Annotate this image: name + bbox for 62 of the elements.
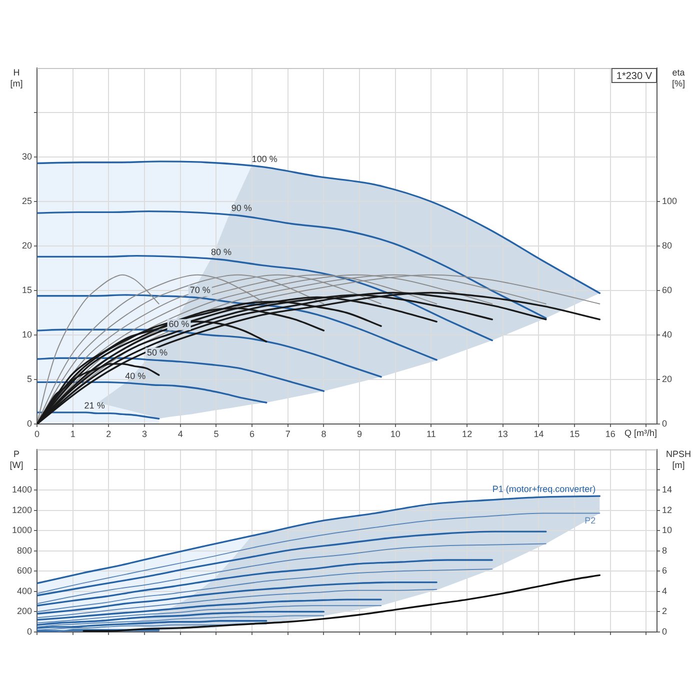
series-label: 60 % — [168, 319, 190, 330]
y-tick-label: 600 — [16, 566, 32, 576]
y2-tick-label: 2 — [662, 606, 668, 616]
x-tick-label: 16 — [605, 428, 616, 439]
y-tick-label: 20 — [22, 240, 32, 250]
y2-tick-label: 60 — [662, 284, 672, 295]
y-tick-label: 10 — [22, 329, 32, 340]
y2-tick-label: 20 — [662, 374, 672, 384]
y2-axis-title: eta [%] — [672, 67, 686, 88]
y-tick-label: 1000 — [12, 525, 32, 536]
y2-tick-label: 6 — [662, 566, 668, 576]
x-tick-label: 4 — [178, 428, 183, 439]
series-label: 40 % — [125, 370, 146, 381]
y-tick-label: 800 — [16, 545, 32, 556]
y-tick-label: 200 — [16, 606, 32, 616]
series-label: 100 % — [252, 154, 278, 164]
y2-tick-label: 40 — [662, 329, 672, 340]
x-tick-label: 9 — [357, 428, 362, 439]
series-label: 70 % — [190, 285, 210, 296]
y-tick-label: 25 — [22, 196, 32, 206]
y2-tick-label: 12 — [662, 504, 672, 515]
series-label: P2 — [584, 515, 596, 526]
x-tick-label: 8 — [321, 428, 326, 439]
x-tick-label: 10 — [390, 428, 400, 439]
y-axis-title: H [m] — [10, 67, 23, 88]
y2-tick-label: 0 — [662, 626, 668, 636]
y2-tick-label: 14 — [662, 484, 672, 494]
y-tick-label: 400 — [16, 586, 32, 596]
x-tick-label: 11 — [426, 428, 436, 439]
y-tick-label: 1200 — [12, 504, 32, 515]
y-axis-title: P [W] — [10, 448, 24, 470]
y2-axis-title: NPSH [m] — [666, 448, 692, 470]
y-tick-label: 5 — [26, 374, 32, 384]
y2-tick-label: 8 — [662, 545, 668, 556]
y-tick-label: 0 — [26, 418, 32, 428]
x-tick-label: 0 — [34, 428, 40, 439]
y2-tick-label: 10 — [662, 525, 672, 536]
x-tick-label: 14 — [534, 428, 544, 439]
x-axis-title: Q [m³/h] — [624, 428, 657, 438]
y-tick-label: 1400 — [12, 484, 32, 494]
y2-tick-label: 0 — [662, 418, 668, 428]
y-tick-label: 15 — [22, 284, 32, 295]
series-label: P1 (motor+freq.converter) — [492, 484, 596, 494]
series-label: 50 % — [146, 348, 168, 358]
series-label: 80 % — [210, 246, 232, 257]
x-tick-label: 13 — [498, 428, 508, 439]
y2-tick-label: 100 — [662, 196, 678, 206]
y-tick-label: 0 — [26, 626, 32, 636]
series-label: 21 % — [84, 400, 105, 410]
y2-tick-label: 4 — [662, 586, 668, 596]
y2-tick-label: 80 — [662, 240, 672, 250]
x-tick-label: 3 — [142, 428, 148, 439]
x-tick-label: 15 — [570, 428, 580, 439]
x-tick-label: 12 — [462, 428, 472, 439]
x-tick-label: 5 — [214, 428, 219, 439]
x-tick-label: 6 — [250, 428, 255, 439]
x-tick-label: 7 — [285, 428, 290, 439]
series-label: 90 % — [231, 203, 252, 214]
x-tick-label: 1 — [70, 428, 76, 439]
y-tick-label: 30 — [22, 151, 32, 162]
x-tick-label: 2 — [106, 428, 112, 439]
annotation: 1*230 V — [616, 70, 652, 82]
